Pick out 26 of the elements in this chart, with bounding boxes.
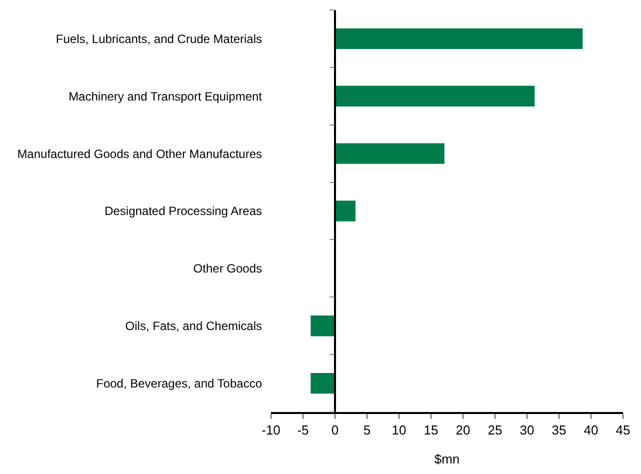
x-tick-label: 25 — [488, 422, 502, 438]
bar — [335, 86, 535, 106]
y-tick-label: Machinery and Transport Equipment — [68, 89, 263, 104]
x-tick-label: 5 — [363, 422, 371, 438]
x-tick-label: 15 — [424, 422, 438, 438]
x-tick-label: 0 — [331, 422, 339, 438]
x-tick-label: 45 — [616, 422, 630, 438]
y-tick-label: Manufactured Goods and Other Manufactures — [17, 146, 262, 161]
bar — [310, 316, 335, 336]
bar — [335, 143, 444, 164]
bar — [335, 28, 583, 50]
x-tick-label: 10 — [392, 422, 406, 438]
y-tick-label: Fuels, Lubricants, and Crude Materials — [56, 32, 262, 46]
x-tick-label: 40 — [584, 422, 598, 438]
y-tick-label: Other Goods — [193, 262, 262, 276]
x-axis-title: $mn — [434, 451, 460, 466]
bar — [310, 372, 335, 394]
bar — [335, 200, 356, 222]
x-tick-label: 20 — [456, 422, 470, 438]
x-tick-label: 35 — [552, 422, 566, 438]
y-tick-label: Designated Processing Areas — [104, 204, 262, 218]
x-tick-label: -10 — [262, 422, 280, 438]
x-tick-label: -5 — [297, 422, 309, 438]
x-tick-label: 30 — [520, 422, 534, 438]
y-tick-label: Food, Beverages, and Tobacco — [96, 376, 262, 390]
y-tick-label: Oils, Fats, and Chemicals — [125, 319, 262, 334]
